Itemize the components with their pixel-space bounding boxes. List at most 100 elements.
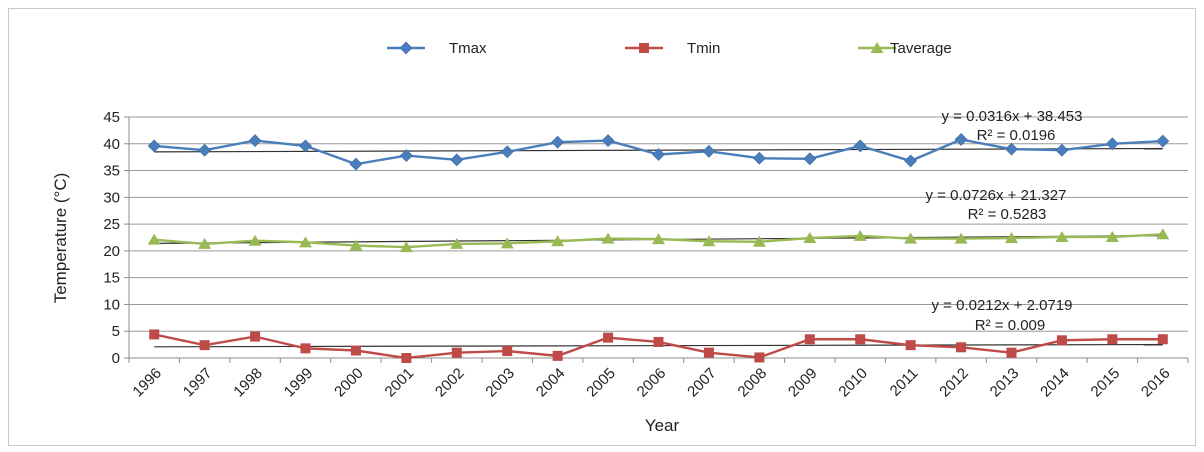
x-tick-label: 2000 [331,365,367,401]
data-point-taverage [752,235,766,247]
data-point-taverage [652,233,665,245]
data-point-taverage [1105,230,1119,242]
legend-marker-tmax [399,41,413,55]
x-tick-label: 1996 [129,365,165,401]
data-point-tmin [502,346,513,357]
trend-r2-tmax: R² = 0.0196 [977,127,1056,144]
data-point-tmin [703,347,714,358]
data-point-tmin [1056,335,1067,346]
data-point-tmin [855,334,866,345]
data-point-taverage [399,241,413,253]
y-tick-label: 20 [103,243,120,260]
data-point-tmin [149,329,160,340]
data-point-tmin [199,340,210,351]
x-tick-label: 2001 [382,365,418,401]
data-point-tmax [198,143,212,157]
data-point-taverage [349,239,363,251]
x-tick-label: 2012 [936,365,972,401]
data-point-tmin [956,342,967,353]
x-tick-label: 1999 [281,365,317,401]
x-tick-label: 2004 [533,365,569,401]
x-tick-label: 2015 [1088,365,1124,401]
x-axis-ticks: 1996 1997 1998 1999 2000 2001 2002 2003 2004 2005… [128,358,1189,401]
data-point-tmax [853,139,867,153]
data-point-tmax [752,151,766,165]
data-point-tmax [904,154,918,168]
data-point-taverage [147,233,161,245]
data-point-tmax [248,134,262,147]
x-tick-label: 1997 [180,365,216,401]
y-axis-ticks: 0 5 10 15 20 25 30 35 40 45 [103,109,129,367]
x-tick-label: 2011 [887,365,922,400]
x-tick-label: 2013 [987,365,1023,401]
data-point-taverage [450,237,464,249]
legend-label-tmin: Tmin [687,40,720,57]
x-tick-label: 2009 [785,365,821,401]
data-point-tmin [1006,347,1017,358]
data-point-tmax [652,148,665,161]
y-tick-label: 45 [103,109,120,126]
x-tick-label: 2003 [482,365,518,401]
data-point-tmin [300,343,311,354]
data-point-tmax [954,133,968,146]
y-tick-label: 5 [112,323,120,340]
y-tick-label: 10 [103,296,120,313]
data-point-taverage [299,236,312,248]
data-point-tmin [653,336,664,347]
data-point-tmin [1107,334,1118,345]
trend-equation-tmax: y = 0.0316x + 38.453 [942,108,1083,125]
data-point-taverage [601,232,615,244]
legend-marker-tmin [639,43,649,53]
y-tick-label: 30 [103,189,120,206]
data-point-tmax [1156,134,1170,148]
data-point-tmin [401,353,412,363]
data-point-taverage [853,229,867,241]
data-point-taverage [1055,230,1069,242]
chart-area [8,8,1196,446]
trend-r2-tmin: R² = 0.009 [975,317,1045,334]
data-point-taverage [551,235,565,247]
data-point-taverage [904,232,918,244]
data-point-tmax [450,153,464,167]
y-tick-label: 25 [103,216,120,233]
trend-equation-tmin: y = 0.0212x + 2.0719 [932,297,1073,314]
data-point-tmax [551,135,565,149]
x-tick-label: 2006 [634,365,670,401]
data-point-tmin [603,332,614,343]
data-point-tmax [500,145,514,159]
data-point-tmin [451,347,462,358]
x-axis-title: Year [645,416,680,435]
trend-equation-taverage: y = 0.0726x + 21.327 [926,187,1067,204]
data-point-tmax [1105,137,1119,151]
x-tick-label: 2010 [835,365,871,401]
data-point-taverage [500,237,514,249]
x-tick-label: 2007 [684,365,720,401]
legend-marker-taverage [870,42,884,53]
data-point-taverage [1005,232,1018,244]
y-tick-label: 15 [103,270,120,287]
y-axis-title: Temperature (°C) [51,173,70,304]
data-point-tmin [905,340,916,351]
data-point-taverage [803,232,817,244]
data-point-taverage [198,237,212,249]
data-point-taverage [1156,228,1170,240]
data-point-tmax [601,134,615,147]
data-point-taverage [702,235,716,247]
data-markers [147,133,1170,363]
legend-label-taverage: Taverage [890,40,952,57]
y-tick-label: 35 [103,163,120,180]
data-point-tmax [147,139,161,153]
data-point-tmin [250,331,261,342]
data-point-tmin [552,350,563,361]
trend-r2-taverage: R² = 0.5283 [968,206,1047,223]
data-point-taverage [954,232,968,244]
x-tick-label: 2008 [735,365,771,401]
data-point-tmax [349,157,363,171]
x-tick-label: 2005 [583,365,619,401]
data-point-tmax [299,139,312,153]
data-point-tmax [803,152,817,166]
y-tick-label: 0 [112,350,120,367]
data-point-tmin [350,345,361,356]
data-point-taverage [248,234,262,246]
